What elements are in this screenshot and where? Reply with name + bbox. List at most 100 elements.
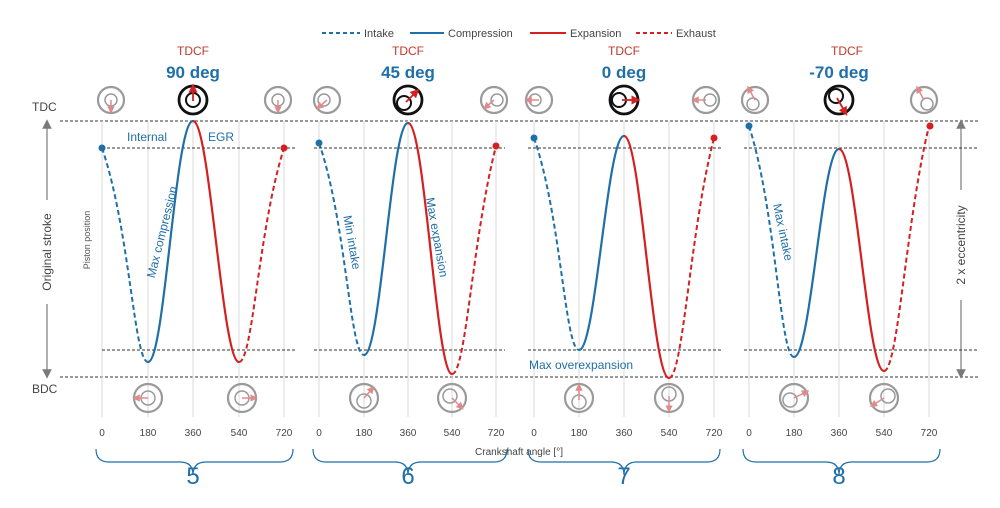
panel-7-expansion-curve — [622, 134, 671, 380]
panel-7-end-dot — [710, 134, 718, 142]
panel-7-crank-icon-bottom-right — [653, 382, 685, 414]
panel-5-number: 5 — [186, 463, 199, 490]
panel-8-exhaust-curve — [883, 125, 930, 372]
panel-6-grid — [318, 121, 497, 417]
panel-7-start-dot — [530, 134, 538, 142]
panel-7-grid — [533, 121, 715, 417]
panel-7-max-overexpansion-label: Max overexpansion — [529, 358, 633, 372]
panel-6-exhaust-curve — [451, 145, 497, 375]
panel-7-crank-icon-center — [608, 84, 641, 116]
panel-8-crank-icon-right — [909, 85, 939, 115]
panel-7-tick-720: 720 — [706, 428, 723, 439]
panel-8-tick-720: 720 — [921, 428, 938, 439]
panel-8-tick-180: 180 — [786, 428, 803, 439]
panel-5-tdcf-label: TDCF — [177, 44, 209, 58]
panel-6-tdcf-label: TDCF — [392, 44, 424, 58]
piston-position-label: Piston position — [82, 211, 92, 270]
panel-6-brace — [312, 448, 508, 476]
panel-8-expansion-curve — [838, 147, 885, 373]
panel-8-brace — [742, 448, 941, 476]
panel-8-crank-icon-left — [740, 85, 770, 115]
tdc-label: TDC — [32, 100, 57, 114]
panel-5-internal-label: Internal — [127, 130, 167, 144]
panel-7-tdcf-value: 0 deg — [602, 63, 646, 82]
panel-5-max-compression-label: Max compression — [144, 185, 180, 280]
panel-5-tick-540: 540 — [231, 428, 248, 439]
panel-6-compression-curve — [362, 121, 410, 357]
panel-5-crank-icon-left — [96, 85, 126, 115]
panel-8-tdcf-value: -70 deg — [809, 63, 869, 82]
panel-7-tdcf-label: TDCF — [608, 44, 640, 58]
panel-8-tick-540: 540 — [876, 428, 893, 439]
panel-8-end-dot — [926, 122, 934, 130]
panel-6-tick-540: 540 — [444, 428, 461, 439]
panel-8-tick-360: 360 — [831, 428, 848, 439]
legend-expansion-label: Expansion — [570, 28, 621, 40]
panel-8-crank-icon-bottom-right — [868, 382, 900, 414]
panel-6-crank-icon-right — [479, 85, 509, 115]
panel-7-tick-180: 180 — [571, 428, 588, 439]
bdc-label: BDC — [32, 382, 58, 396]
panel-8-tdcf-label: TDCF — [831, 44, 863, 58]
panel-7-crank-icon-left — [524, 85, 554, 115]
crankshaft-angle-label: Crankshaft angle [°] — [475, 447, 563, 458]
panel-8-crank-icon-center — [823, 84, 855, 116]
panel-6-expansion-curve — [406, 121, 454, 376]
panel-5-brace — [95, 448, 294, 476]
panel-7-exhaust-curve — [668, 137, 715, 379]
panel-5-tdcf-value: 90 deg — [166, 63, 220, 82]
panel-8-compression-curve — [793, 147, 840, 359]
panel-8-number: 8 — [832, 463, 845, 490]
panel-8-tick-0: 0 — [746, 428, 752, 439]
panel-6: 0 180 360 540 720 TDCF 45 deg Min intake… — [312, 44, 509, 490]
panel-7-number: 7 — [617, 463, 630, 490]
panel-6-end-dot — [492, 142, 500, 150]
panel-5-start-dot — [98, 144, 106, 152]
panel-5-crank-icon-center — [177, 83, 209, 116]
panel-8-crank-icon-bottom-left — [778, 382, 810, 414]
panel-7-compression-curve — [577, 134, 626, 352]
panel-6-tick-0: 0 — [316, 428, 322, 439]
panel-6-tick-360: 360 — [400, 428, 417, 439]
panel-5-grid — [101, 121, 285, 417]
panel-5: 0 180 360 540 720 TDCF 90 deg Internal E… — [95, 44, 296, 490]
panel-6-intake-curve — [318, 142, 365, 356]
panel-5-compression-curve — [146, 119, 195, 364]
panel-6-crank-icon-left — [312, 85, 342, 115]
legend: Intake Compression Expansion Exhaust — [322, 28, 716, 40]
panel-8: 0 180 360 540 720 TDCF -70 deg Max intak… — [740, 44, 978, 490]
panel-6-tdcf-value: 45 deg — [381, 63, 435, 82]
panel-5-crank-icon-bottom-right — [226, 382, 258, 414]
panel-6-start-dot — [315, 139, 323, 147]
legend-exhaust-label: Exhaust — [676, 28, 716, 40]
legend-intake-label: Intake — [364, 28, 394, 40]
panel-8-start-dot — [745, 122, 753, 130]
panel-6-tick-180: 180 — [356, 428, 373, 439]
panel-5-exhaust-curve — [238, 147, 285, 363]
panel-5-tick-180: 180 — [140, 428, 157, 439]
panel-5-crank-icon-bottom-left — [132, 382, 164, 414]
panel-5-tick-360: 360 — [185, 428, 202, 439]
eccentricity-label: 2 x eccentricity — [954, 205, 968, 284]
panel-5-tick-720: 720 — [276, 428, 293, 439]
legend-compression-label: Compression — [448, 28, 513, 40]
panel-5-crank-icon-right — [263, 85, 293, 115]
panel-7-brace — [527, 448, 721, 476]
panel-6-number: 6 — [401, 463, 414, 490]
panel-6-tick-720: 720 — [488, 428, 505, 439]
panel-6-crank-icon-center — [392, 84, 424, 116]
panel-7-intake-curve — [533, 137, 580, 351]
panel-7-crank-icon-right — [691, 85, 721, 115]
panel-6-max-expansion-label: Max expansion — [423, 196, 451, 278]
panel-7-tick-360: 360 — [616, 428, 633, 439]
panel-7: 0 180 360 540 720 TDCF 0 deg Max overexp… — [524, 44, 723, 490]
panel-5-tick-0: 0 — [99, 428, 105, 439]
panel-5-end-dot — [280, 144, 288, 152]
original-stroke-label: Original stroke — [40, 213, 54, 291]
panel-5-intake-curve — [101, 147, 149, 363]
panel-7-tick-540: 540 — [661, 428, 678, 439]
panel-5-expansion-curve — [191, 119, 241, 364]
panel-7-tick-0: 0 — [531, 428, 537, 439]
panel-8-grid — [748, 121, 930, 417]
